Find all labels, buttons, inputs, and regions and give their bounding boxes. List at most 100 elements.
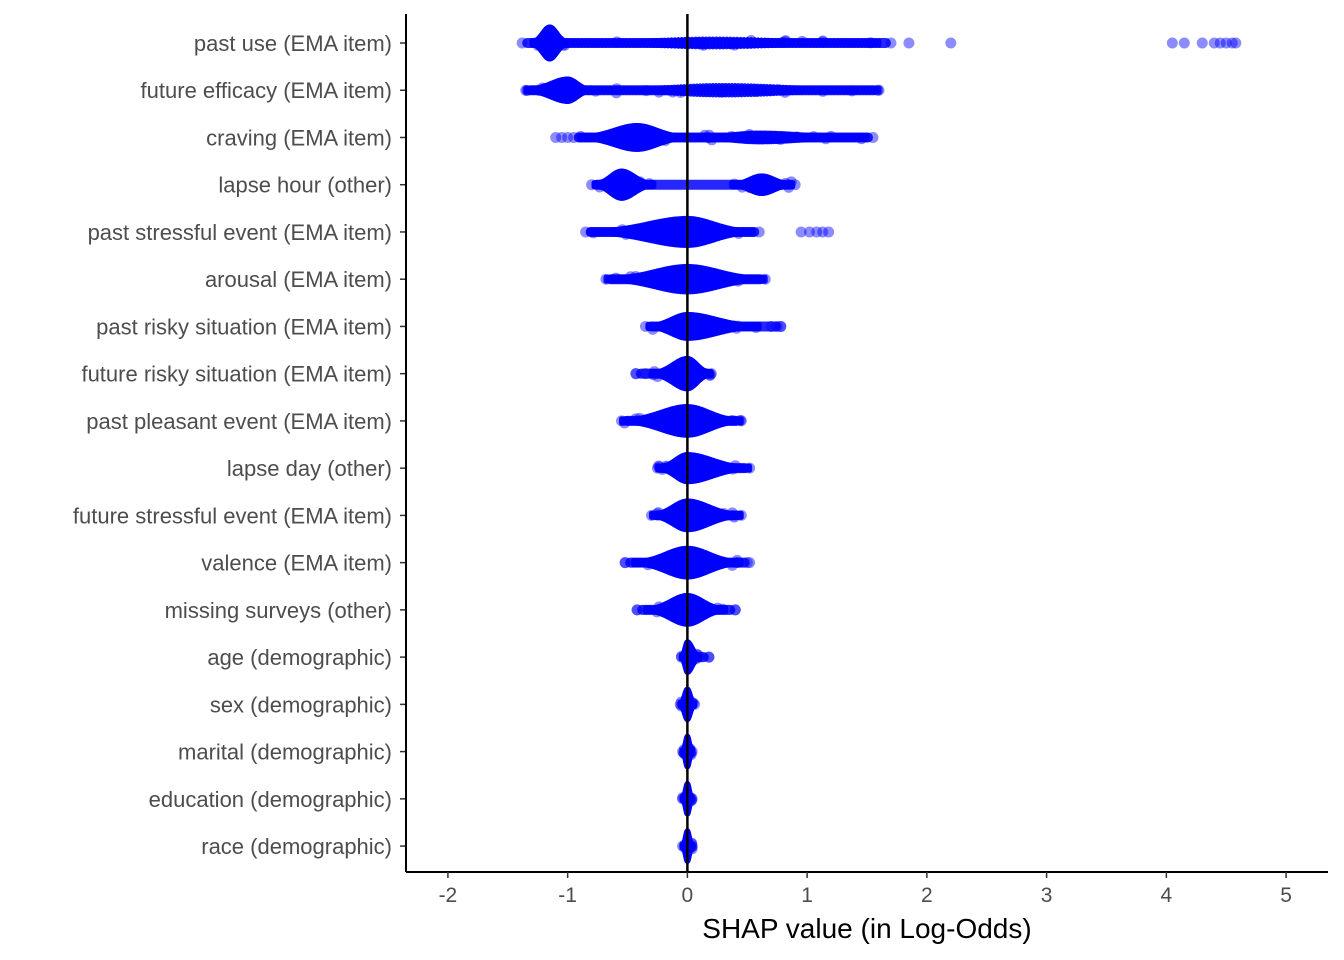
x-tick-label: -1 (558, 884, 577, 907)
shap-point (608, 133, 620, 145)
shap-point (696, 512, 708, 524)
shap-point (686, 794, 698, 806)
shap-point (670, 463, 682, 475)
shap-point (651, 275, 663, 287)
shap-point (731, 557, 743, 569)
x-axis-title: SHAP value (in Log-Odds) (702, 913, 1031, 944)
shap-point (611, 83, 623, 95)
shap-point (686, 365, 698, 377)
shap-point (722, 272, 734, 284)
shap-point (632, 179, 644, 191)
shap-point (643, 557, 655, 569)
shap-point (692, 37, 704, 49)
shap-outlier-point (775, 320, 787, 332)
y-tick-label: past use (EMA item) (194, 31, 392, 56)
shap-point (856, 133, 868, 145)
shap-point (552, 36, 564, 48)
shap-outlier-point (823, 226, 835, 238)
shap-point (646, 131, 658, 143)
shap-point (706, 134, 718, 146)
shap-point (686, 697, 698, 709)
feature-row (550, 122, 879, 152)
shap-point (674, 698, 686, 710)
shap-point (675, 700, 687, 712)
shap-point (701, 229, 713, 241)
shap-outlier-point (811, 226, 823, 238)
shap-point (539, 83, 551, 95)
shap-point (691, 418, 703, 430)
shap-point (713, 321, 725, 333)
shap-point (745, 131, 757, 143)
y-tick-label: education (demographic) (149, 787, 392, 812)
shap-point (820, 133, 832, 145)
x-tick-label: 4 (1161, 884, 1173, 907)
shap-point (550, 38, 562, 50)
shap-point (736, 181, 748, 193)
shap-point (676, 273, 688, 285)
shap-point (547, 35, 559, 47)
shap-point (616, 224, 628, 236)
shap-point (694, 507, 706, 519)
shap-point (744, 181, 756, 193)
shap-point (846, 85, 858, 97)
y-tick-label: marital (demographic) (178, 740, 392, 765)
shap-point (686, 653, 698, 665)
shap-point (677, 461, 689, 473)
shap-point (697, 604, 709, 616)
shap-point (686, 415, 698, 427)
feature-row (516, 24, 1242, 62)
shap-point (673, 464, 685, 476)
shap-outlier-point (741, 557, 753, 569)
feature-row (520, 76, 885, 104)
shap-point (601, 132, 613, 144)
shap-point (752, 178, 764, 190)
shap-point (703, 129, 715, 141)
shap-point (650, 133, 662, 145)
shap-outlier-point (703, 651, 715, 663)
shap-point (651, 508, 663, 520)
shap-point (516, 37, 528, 49)
shap-point (796, 35, 808, 47)
shap-point (601, 179, 613, 191)
shap-point (744, 462, 756, 474)
shap-point (652, 507, 664, 519)
shap-outlier-point (795, 226, 807, 238)
shap-point (604, 177, 616, 189)
shap-point (703, 132, 715, 144)
shap-point (675, 696, 687, 708)
shap-outlier-point (1226, 37, 1238, 49)
shap-point (675, 86, 687, 98)
shap-point (872, 84, 884, 96)
shap-point (634, 412, 646, 424)
shap-point (533, 84, 545, 96)
x-tick-label: 2 (921, 884, 933, 907)
shap-point (691, 271, 703, 283)
shap-point (808, 131, 820, 143)
shap-point (763, 178, 775, 190)
shap-outlier-point (550, 131, 562, 143)
shap-point (728, 39, 740, 51)
shap-point (754, 178, 766, 190)
shap-point (656, 603, 668, 615)
y-tick-label: future efficacy (EMA item) (141, 78, 392, 103)
shap-point (783, 181, 795, 193)
shap-point (735, 509, 747, 521)
shap-point (647, 369, 659, 381)
shap-point (692, 649, 704, 661)
shap-point (686, 648, 698, 660)
feature-row (600, 263, 771, 295)
shap-point (640, 275, 652, 287)
shap-point (726, 559, 738, 571)
shap-point (729, 604, 741, 616)
shap-point (667, 86, 679, 98)
shap-point (690, 653, 702, 665)
shap-point (762, 178, 774, 190)
shap-outlier-point (630, 368, 642, 380)
shap-point (694, 413, 706, 425)
shap-point (549, 84, 561, 96)
y-tick-label: arousal (EMA item) (205, 267, 392, 292)
shap-point (873, 84, 885, 96)
shap-point (704, 369, 716, 381)
shap-point (555, 86, 567, 98)
shap-point (536, 82, 548, 94)
